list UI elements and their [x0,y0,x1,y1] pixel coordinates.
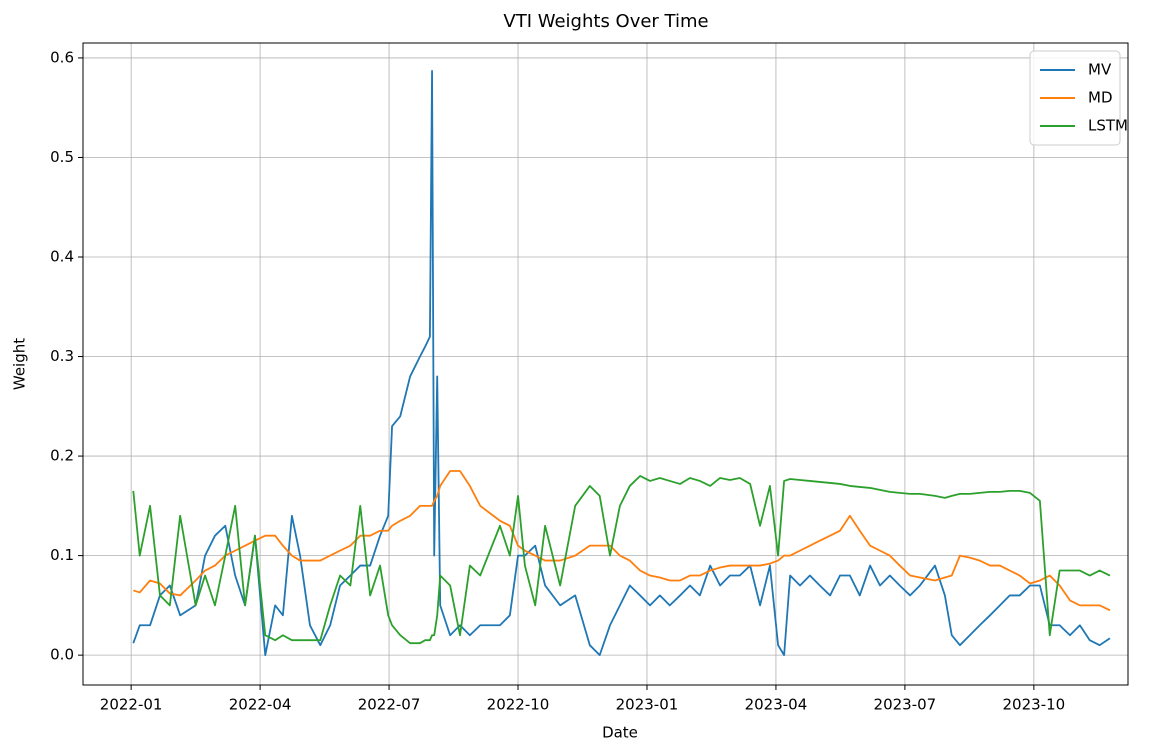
plot-frame [82,42,1129,686]
x-tick-label: 2022-01 [100,696,163,714]
x-tick-label: 2023-01 [616,696,679,714]
x-tick-label: 2023-10 [1003,696,1066,714]
y-tick-label: 0.4 [50,248,74,266]
x-tick-label: 2023-07 [874,696,937,714]
data-line [132,475,1111,645]
y-tick-label: 0.3 [50,347,74,365]
legend-label: MV [1088,61,1112,79]
y-tick-label: 0.5 [50,148,74,166]
chart-title: VTI Weights Over Time [503,11,708,32]
y-tick-label: 0.1 [50,546,74,564]
x-tick-label: 2022-04 [229,696,292,714]
y-axis-label: Weight [11,338,29,390]
y-tick-label: 0.6 [50,48,74,66]
data-line [133,470,1111,612]
x-tick-label: 2022-07 [358,696,421,714]
y-tick-label: 0.0 [50,646,74,664]
x-tick-label: 2023-04 [745,696,808,714]
y-tick-label: 0.2 [50,447,74,465]
legend-label: MD [1088,89,1113,107]
legend-label: LSTM [1088,117,1128,135]
x-tick-label: 2022-10 [487,696,550,714]
x-axis-label: Date [602,724,638,742]
data-line [132,69,1111,657]
